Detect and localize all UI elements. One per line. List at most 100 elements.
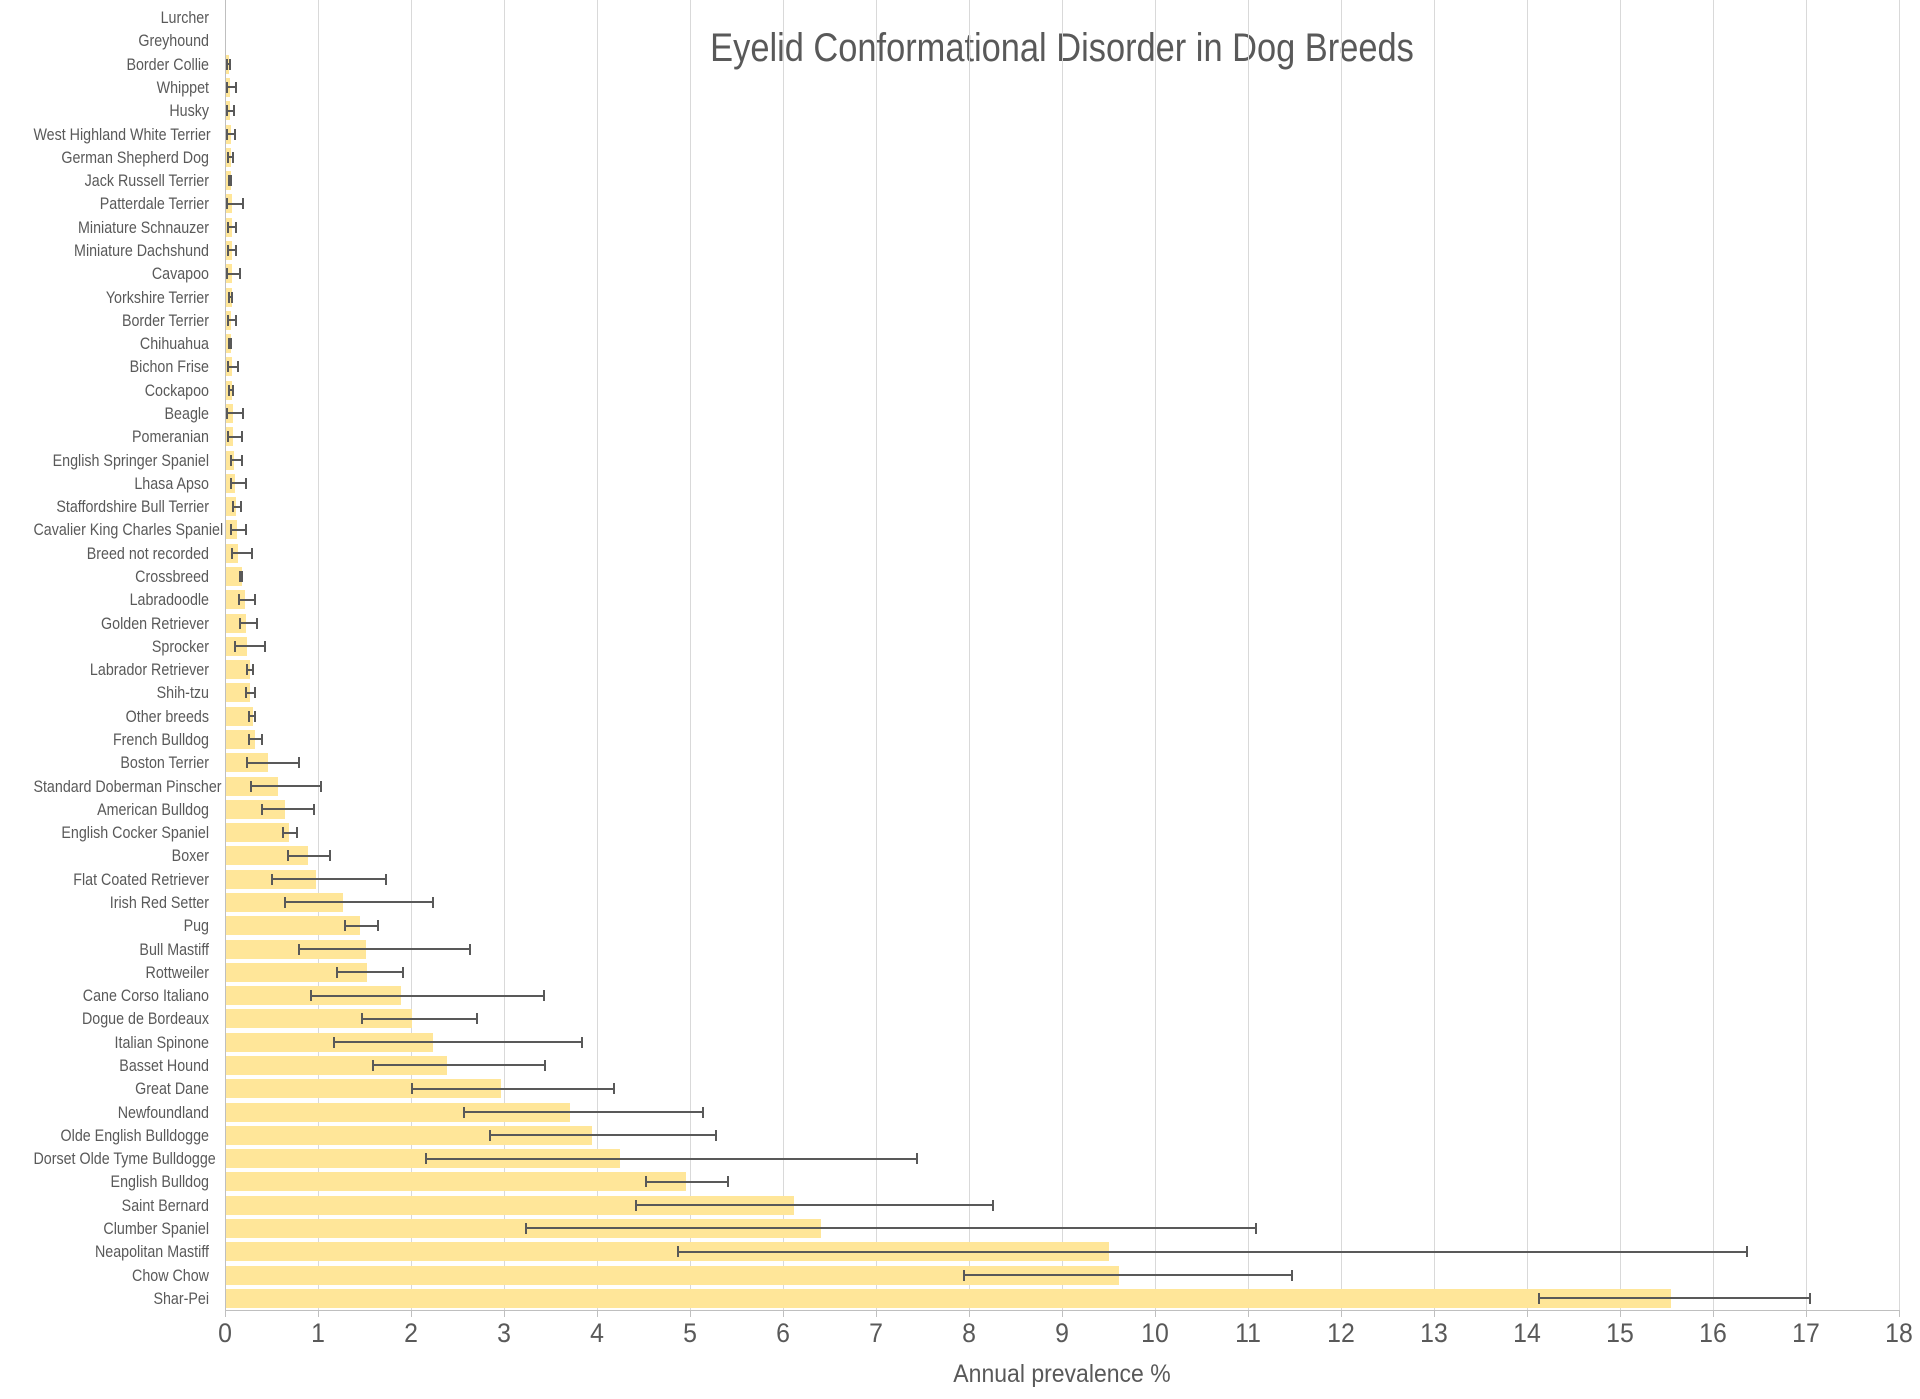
x-tick-mark <box>876 1310 877 1317</box>
category-label: Golden Retriever <box>101 613 209 633</box>
error-bar-cap-right <box>240 454 243 466</box>
x-tick-mark <box>1434 1310 1435 1317</box>
error-bar-cap-right <box>230 175 233 187</box>
error-bar-cap-left <box>245 757 248 769</box>
bar <box>226 1149 621 1169</box>
error-bar-line <box>489 1134 717 1137</box>
error-bar-line <box>226 319 238 322</box>
error-bar-cap-left <box>225 128 228 140</box>
error-bar-cap-right <box>239 501 242 513</box>
category-label: Other breeds <box>125 706 209 726</box>
error-bar-cap-left <box>230 547 233 559</box>
error-bar-cap-right <box>1808 1292 1811 1304</box>
error-bar-line <box>245 668 254 671</box>
error-bar-cap-right <box>313 803 316 815</box>
error-bar-cap-left <box>227 384 230 396</box>
error-bar-cap-right <box>230 338 233 350</box>
error-bar-cap-left <box>287 850 290 862</box>
x-tick-mark <box>1806 1310 1807 1317</box>
x-tick-mark <box>690 1310 691 1317</box>
category-label: Chihuahua <box>139 334 209 354</box>
error-bar-line <box>226 156 235 159</box>
error-bar-cap-right <box>319 780 322 792</box>
x-tick-label: 6 <box>776 1318 790 1348</box>
error-bar-cap-left <box>225 268 228 280</box>
bar <box>226 1102 571 1122</box>
x-tick-label: 9 <box>1055 1318 1069 1348</box>
error-bar-line <box>226 365 239 368</box>
category-label: American Bulldog <box>97 799 209 819</box>
error-bar-cap-left <box>635 1199 638 1211</box>
error-bar-line <box>226 435 243 438</box>
gridline <box>1341 0 1342 1310</box>
gridline <box>1899 0 1900 1310</box>
error-bar-line <box>270 878 387 881</box>
error-bar-cap-left <box>344 920 346 932</box>
category-label: English Springer Spaniel <box>52 450 209 470</box>
bar <box>226 1032 433 1052</box>
error-bar-cap-right <box>581 1036 584 1048</box>
error-bar-cap-right <box>253 710 256 722</box>
error-bar-cap-right <box>1746 1246 1749 1258</box>
error-bar-line <box>635 1204 995 1207</box>
category-label: Boston Terrier <box>120 753 209 773</box>
error-bar-line <box>238 598 256 601</box>
error-bar-cap-left <box>227 338 230 350</box>
error-bar-line <box>371 1064 546 1067</box>
error-bar-cap-left <box>525 1222 528 1234</box>
category-label: Irish Red Setter <box>109 892 209 912</box>
category-label: Newfoundland <box>117 1102 209 1122</box>
error-bar-line <box>250 785 322 788</box>
error-bar-cap-right <box>612 1083 615 1095</box>
x-tick-mark <box>783 1310 784 1317</box>
error-bar-cap-left <box>231 501 234 513</box>
error-bar-cap-right <box>1290 1269 1293 1281</box>
category-label: Staffordshire Bull Terrier <box>56 497 209 517</box>
error-bar-cap-left <box>281 827 284 839</box>
category-label: Cane Corso Italiano <box>82 986 209 1006</box>
error-bar-cap-right <box>238 268 241 280</box>
category-label: Bichon Frise <box>129 357 209 377</box>
x-tick-mark <box>1713 1310 1714 1317</box>
error-bar-cap-right <box>476 1013 478 1025</box>
category-label: Whippet <box>156 77 209 97</box>
x-tick-mark <box>1155 1310 1156 1317</box>
error-bar-cap-left <box>244 687 247 699</box>
error-bar-cap-right <box>702 1106 704 1118</box>
error-bar-cap-right <box>715 1129 717 1141</box>
x-tick-label: 7 <box>869 1318 883 1348</box>
error-bar-line <box>244 691 256 694</box>
error-bar-line <box>248 738 264 741</box>
x-axis-label: Annual prevalence % <box>953 1360 1171 1388</box>
bar <box>226 823 290 843</box>
error-bar-line <box>226 226 238 229</box>
error-bar-cap-right <box>915 1153 918 1165</box>
category-label: Shih-tzu <box>156 683 209 703</box>
error-bar-line <box>677 1250 1749 1253</box>
error-bar-cap-left <box>226 431 229 443</box>
bar <box>226 660 251 680</box>
error-bar-line <box>225 86 238 89</box>
category-label: Shar-Pei <box>153 1288 209 1308</box>
error-bar-line <box>360 1017 478 1020</box>
category-label: Sprocker <box>151 636 209 656</box>
x-tick-mark <box>1062 1310 1063 1317</box>
plot-area <box>225 0 1900 1310</box>
x-tick-mark <box>411 1310 412 1317</box>
category-label: Neapolitan Mastiff <box>94 1242 209 1262</box>
bar <box>226 1079 502 1099</box>
error-bar-cap-right <box>1255 1222 1258 1234</box>
error-bar-cap-left <box>226 314 229 326</box>
error-bar-cap-right <box>253 594 256 606</box>
error-bar-cap-left <box>229 477 232 489</box>
error-bar-cap-right <box>298 757 301 769</box>
gridline <box>1527 0 1528 1310</box>
error-bar-cap-left <box>227 291 230 303</box>
category-label: Pug <box>183 916 209 936</box>
error-bar-cap-right <box>295 827 298 839</box>
category-label: Lurcher <box>160 8 209 28</box>
error-bar-line <box>225 109 236 112</box>
x-tick-mark <box>1248 1310 1249 1317</box>
category-label: Lhasa Apso <box>134 473 209 493</box>
